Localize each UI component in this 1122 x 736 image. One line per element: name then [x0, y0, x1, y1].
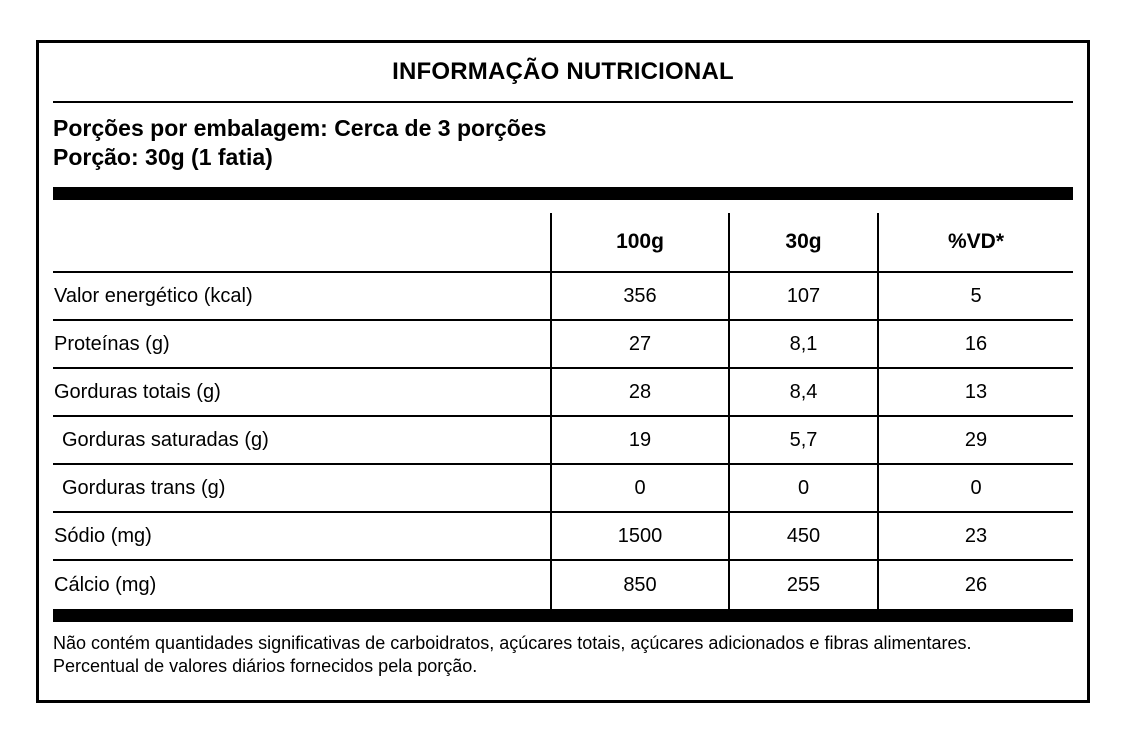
- row-label: Cálcio (mg): [54, 573, 157, 596]
- table-row-sodium: Sódio (mg) 1500 450 23: [53, 513, 1073, 561]
- value-30g: 450: [728, 513, 877, 559]
- footnote-section: Não contém quantidades significativas de…: [53, 622, 1073, 678]
- nutrition-table: 100g 30g %VD* Valor energético (kcal) 35…: [53, 213, 1073, 609]
- value-100g: 28: [550, 369, 728, 415]
- separator-bar-bottom: [53, 609, 1073, 622]
- row-label: Valor energético (kcal): [54, 284, 253, 307]
- value-vd: 16: [877, 321, 1073, 367]
- label-title-section: INFORMAÇÃO NUTRICIONAL: [53, 43, 1073, 103]
- value-100g: 356: [550, 273, 728, 319]
- value-vd: 26: [877, 561, 1073, 609]
- value-30g: 255: [728, 561, 877, 609]
- value-30g: 8,1: [728, 321, 877, 367]
- value-vd: 5: [877, 273, 1073, 319]
- table-row-protein: Proteínas (g) 27 8,1 16: [53, 321, 1073, 369]
- value-100g: 19: [550, 417, 728, 463]
- header-100g: 100g: [550, 213, 728, 271]
- value-100g: 850: [550, 561, 728, 609]
- value-vd: 0: [877, 465, 1073, 511]
- servings-per-package: Porções por embalagem: Cerca de 3 porçõe…: [53, 115, 547, 141]
- footnote: Não contém quantidades significativas de…: [53, 633, 972, 676]
- value-100g: 0: [550, 465, 728, 511]
- value-30g: 0: [728, 465, 877, 511]
- table-row-calcium: Cálcio (mg) 850 255 26: [53, 561, 1073, 609]
- nutrition-label: INFORMAÇÃO NUTRICIONAL Porções por embal…: [36, 40, 1090, 703]
- table-row-energy: Valor energético (kcal) 356 107 5: [53, 273, 1073, 321]
- row-label: Sódio (mg): [54, 524, 152, 547]
- header-30g: 30g: [728, 213, 877, 271]
- header-vd: %VD*: [877, 213, 1073, 271]
- value-vd: 13: [877, 369, 1073, 415]
- row-label: Gorduras saturadas (g): [62, 428, 269, 451]
- row-label: Gorduras totais (g): [54, 380, 221, 403]
- value-30g: 107: [728, 273, 877, 319]
- value-30g: 5,7: [728, 417, 877, 463]
- serving-size: Porção: 30g (1 fatia): [53, 144, 273, 170]
- table-row-total-fat: Gorduras totais (g) 28 8,4 13: [53, 369, 1073, 417]
- value-100g: 1500: [550, 513, 728, 559]
- value-vd: 29: [877, 417, 1073, 463]
- separator-bar-top: [53, 187, 1073, 200]
- column-header-row: 100g 30g %VD*: [53, 213, 1073, 273]
- label-title: INFORMAÇÃO NUTRICIONAL: [392, 58, 734, 85]
- value-vd: 23: [877, 513, 1073, 559]
- row-label: Proteínas (g): [54, 332, 170, 355]
- header-blank-cell: [53, 213, 550, 271]
- table-row-trans-fat: Gorduras trans (g) 0 0 0: [53, 465, 1073, 513]
- row-label: Gorduras trans (g): [62, 476, 226, 499]
- servings-info: Porções por embalagem: Cerca de 3 porçõe…: [53, 103, 1073, 187]
- value-30g: 8,4: [728, 369, 877, 415]
- value-100g: 27: [550, 321, 728, 367]
- table-row-saturated-fat: Gorduras saturadas (g) 19 5,7 29: [53, 417, 1073, 465]
